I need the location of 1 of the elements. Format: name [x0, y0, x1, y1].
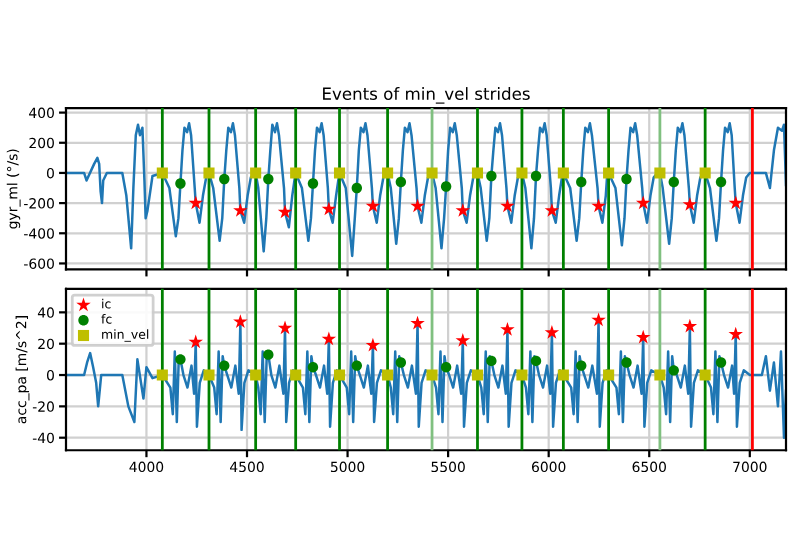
chart-title: Events of min_vel strides [323, 87, 530, 104]
